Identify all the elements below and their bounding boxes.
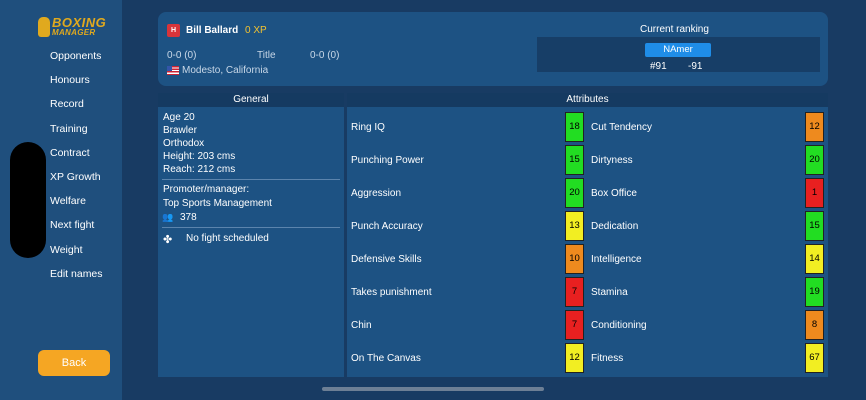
menu-item-record[interactable]: Record (50, 98, 84, 111)
back-button[interactable]: Back (38, 350, 110, 376)
attributes-header: Attributes (347, 93, 828, 107)
attribute-value-right: 12 (805, 112, 824, 142)
fans-icon: 👥 (162, 212, 174, 222)
boxer-xp: 0 XP (245, 25, 267, 36)
attribute-label-right: Stamina (591, 287, 628, 298)
general-header: General (158, 93, 344, 107)
attribute-label-left: On The Canvas (351, 353, 421, 364)
ranking-position: #91 (650, 61, 667, 72)
attribute-label-left: Punch Accuracy (351, 221, 423, 232)
attribute-value-left: 10 (565, 244, 584, 274)
ranking-region-tab[interactable]: NAmer (645, 43, 711, 57)
home-indicator (322, 387, 544, 391)
menu-item-opponents[interactable]: Opponents (50, 50, 102, 62)
menu-item-welfare[interactable]: Welfare (50, 195, 86, 208)
attribute-label-right: Cut Tendency (591, 122, 652, 133)
sidebar-menu: Opponents Honours Record Training Contra… (50, 44, 103, 286)
boxer-stance: Orthodox (163, 138, 205, 149)
boxing-glove-icon (38, 17, 50, 37)
next-fight-status: No fight scheduled (186, 233, 269, 244)
attribute-value-right: 20 (805, 145, 824, 175)
boxer-record: 0-0 (0) (167, 50, 197, 61)
attribute-value-left: 18 (565, 112, 584, 142)
boxing-manager-logo: BOXING MANAGER (38, 16, 112, 40)
menu-item-xp-growth[interactable]: XP Growth (50, 170, 101, 183)
attribute-label-right: Box Office (591, 188, 637, 199)
title-label: Title (257, 50, 276, 61)
attribute-label-right: Fitness (591, 353, 624, 364)
general-divider-1 (162, 179, 340, 180)
us-flag-icon (167, 66, 179, 75)
ranking-change: -91 (688, 61, 703, 72)
boxer-style: Brawler (163, 125, 197, 136)
attribute-value-right: 67 (805, 343, 824, 373)
attribute-label-left: Defensive Skills (351, 254, 422, 265)
general-divider-2 (162, 227, 340, 228)
attribute-value-right: 14 (805, 244, 824, 274)
attribute-value-left: 7 (565, 277, 584, 307)
attribute-value-right: 15 (805, 211, 824, 241)
menu-item-training[interactable]: Training (50, 122, 88, 135)
attribute-label-left: Aggression (351, 188, 402, 199)
menu-item-honours[interactable]: Honours (50, 74, 90, 87)
attributes-panel (347, 93, 828, 377)
attribute-label-left: Takes punishment (351, 287, 432, 298)
menu-item-edit-names[interactable]: Edit names (50, 267, 103, 280)
attribute-value-left: 20 (565, 178, 584, 208)
attribute-value-left: 12 (565, 343, 584, 373)
device-notch (10, 142, 46, 258)
menu-item-next-fight[interactable]: Next fight (50, 219, 95, 232)
attribute-value-right: 19 (805, 277, 824, 307)
boxer-reach: Reach: 212 cms (163, 164, 236, 175)
attribute-label-right: Dirtyness (591, 155, 633, 166)
attribute-label-right: Conditioning (591, 320, 647, 331)
attribute-value-left: 15 (565, 145, 584, 175)
menu-item-weight[interactable]: Weight (50, 243, 83, 256)
promoter-label: Promoter/manager: (163, 184, 250, 195)
boxer-age: Age 20 (163, 112, 195, 123)
attribute-label-left: Punching Power (351, 155, 424, 166)
general-panel (158, 93, 344, 377)
attribute-label-left: Chin (351, 320, 372, 331)
boxer-badge-icon: H (167, 24, 180, 37)
boxer-height: Height: 203 cms (163, 151, 236, 162)
logo-line-2: MANAGER (52, 28, 96, 37)
attribute-label-right: Intelligence (591, 254, 642, 265)
attribute-value-left: 7 (565, 310, 584, 340)
title-record: 0-0 (0) (310, 50, 340, 61)
current-ranking-header: Current ranking (640, 24, 709, 35)
fans-count: 378 (180, 212, 197, 223)
promoter-name: Top Sports Management (163, 198, 272, 209)
attribute-value-right: 1 (805, 178, 824, 208)
attribute-label-left: Ring IQ (351, 122, 385, 133)
boxer-location: Modesto, California (182, 65, 269, 76)
attribute-value-right: 8 (805, 310, 824, 340)
logo-line-1: BOXING (52, 15, 107, 30)
boxing-gloves-icon: ✤ (163, 234, 173, 246)
attribute-label-right: Dedication (591, 221, 639, 232)
menu-item-contract[interactable]: Contract (50, 146, 90, 159)
attribute-value-left: 13 (565, 211, 584, 241)
boxer-name: Bill Ballard (186, 25, 239, 36)
